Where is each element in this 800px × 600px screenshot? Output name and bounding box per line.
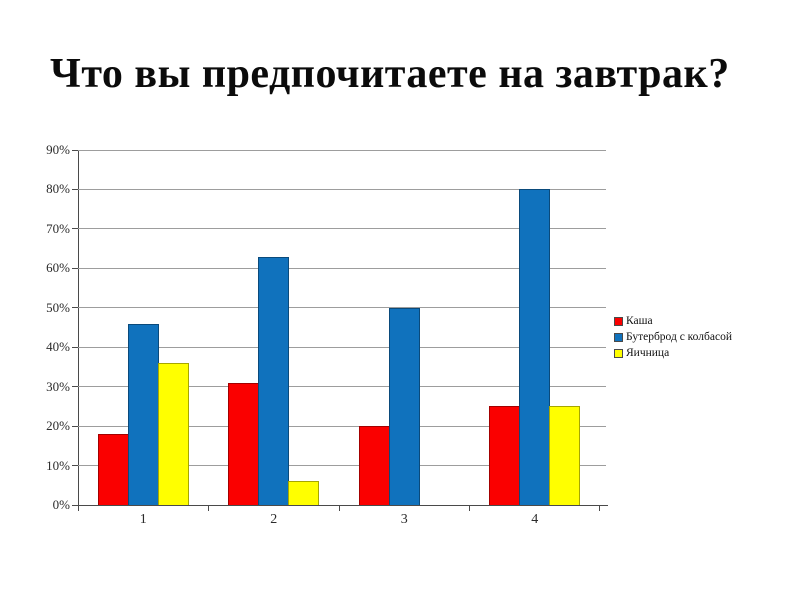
- y-axis-line: [78, 150, 79, 506]
- x-axis-label: 4: [531, 512, 539, 527]
- y-axis-tick: [72, 465, 78, 467]
- y-axis-tick: [72, 425, 78, 427]
- y-axis-label: 70%: [46, 220, 70, 236]
- gridline: [78, 228, 606, 230]
- x-axis-tick: [338, 505, 340, 511]
- y-axis-label: 80%: [46, 181, 70, 197]
- legend-swatch: [614, 333, 623, 342]
- legend-swatch: [614, 349, 623, 358]
- bar-groups: [78, 150, 600, 505]
- y-axis-tick: [72, 346, 78, 348]
- bar-series-2-category-3: [388, 307, 420, 505]
- legend-item: Бутерброд с колбасой: [614, 330, 732, 345]
- bar-group: [209, 150, 340, 505]
- legend-label: Яичница: [626, 347, 670, 359]
- y-axis-label: 50%: [46, 299, 70, 315]
- legend-item: Каша: [614, 314, 732, 329]
- bar-series-2-category-2: [258, 256, 290, 505]
- y-axis-tick: [72, 149, 78, 151]
- y-axis-label: 20%: [46, 418, 70, 434]
- legend-label: Каша: [626, 315, 653, 327]
- bar-group: [470, 150, 601, 505]
- y-axis-label: 30%: [46, 378, 70, 394]
- x-axis-tick: [598, 505, 600, 511]
- bar-series-2-category-1: [127, 323, 159, 505]
- legend-swatch: [614, 317, 623, 326]
- chart-legend: Каша Бутерброд с колбасой Яичница: [614, 314, 732, 361]
- x-axis-label: 2: [270, 512, 278, 527]
- x-axis-line: [72, 505, 608, 506]
- page-title: Что вы предпочитаете на завтрак?: [50, 51, 730, 97]
- gridline: [78, 149, 606, 151]
- y-axis-tick: [72, 504, 78, 506]
- x-axis-label: 1: [139, 512, 147, 527]
- y-axis-label: 10%: [46, 457, 70, 473]
- bar-series-2-category-4: [519, 189, 551, 505]
- y-axis-tick: [72, 386, 78, 388]
- gridline: [78, 346, 606, 348]
- x-axis-tick: [208, 505, 209, 511]
- gridline: [78, 188, 606, 190]
- x-axis-tick: [469, 505, 470, 511]
- gridline: [78, 465, 606, 467]
- bar-series-1-category-1: [97, 434, 129, 505]
- y-axis-label: 60%: [46, 260, 70, 276]
- x-axis-tick: [77, 505, 79, 511]
- bar-group: [339, 150, 470, 505]
- legend-label: Бутерброд с колбасой: [626, 331, 732, 343]
- bar-series-1-category-2: [228, 382, 260, 505]
- bar-series-1-category-4: [489, 406, 521, 505]
- y-axis-label: 40%: [46, 339, 70, 355]
- bar-series-3-category-4: [549, 406, 581, 505]
- y-axis-label: 0%: [52, 497, 70, 512]
- y-axis-tick: [72, 228, 78, 230]
- bar-series-3-category-1: [157, 363, 189, 505]
- gridline: [78, 425, 606, 427]
- x-axis-label: 3: [400, 512, 408, 527]
- y-axis-tick: [72, 307, 78, 309]
- gridline: [78, 307, 606, 309]
- y-axis-tick: [72, 267, 78, 269]
- legend-item: Яичница: [614, 346, 732, 361]
- gridline: [78, 386, 606, 388]
- bar-series-1-category-3: [358, 426, 390, 505]
- bar-series-3-category-2: [288, 481, 320, 505]
- plot-area: 0% 10% 20% 30% 40% 50% 60% 70% 80% 90% 1 2 3 4: [46, 142, 606, 527]
- y-axis-label: 90%: [46, 142, 70, 157]
- y-axis-tick: [72, 188, 78, 190]
- gridline: [78, 267, 606, 269]
- bar-group: [78, 150, 209, 505]
